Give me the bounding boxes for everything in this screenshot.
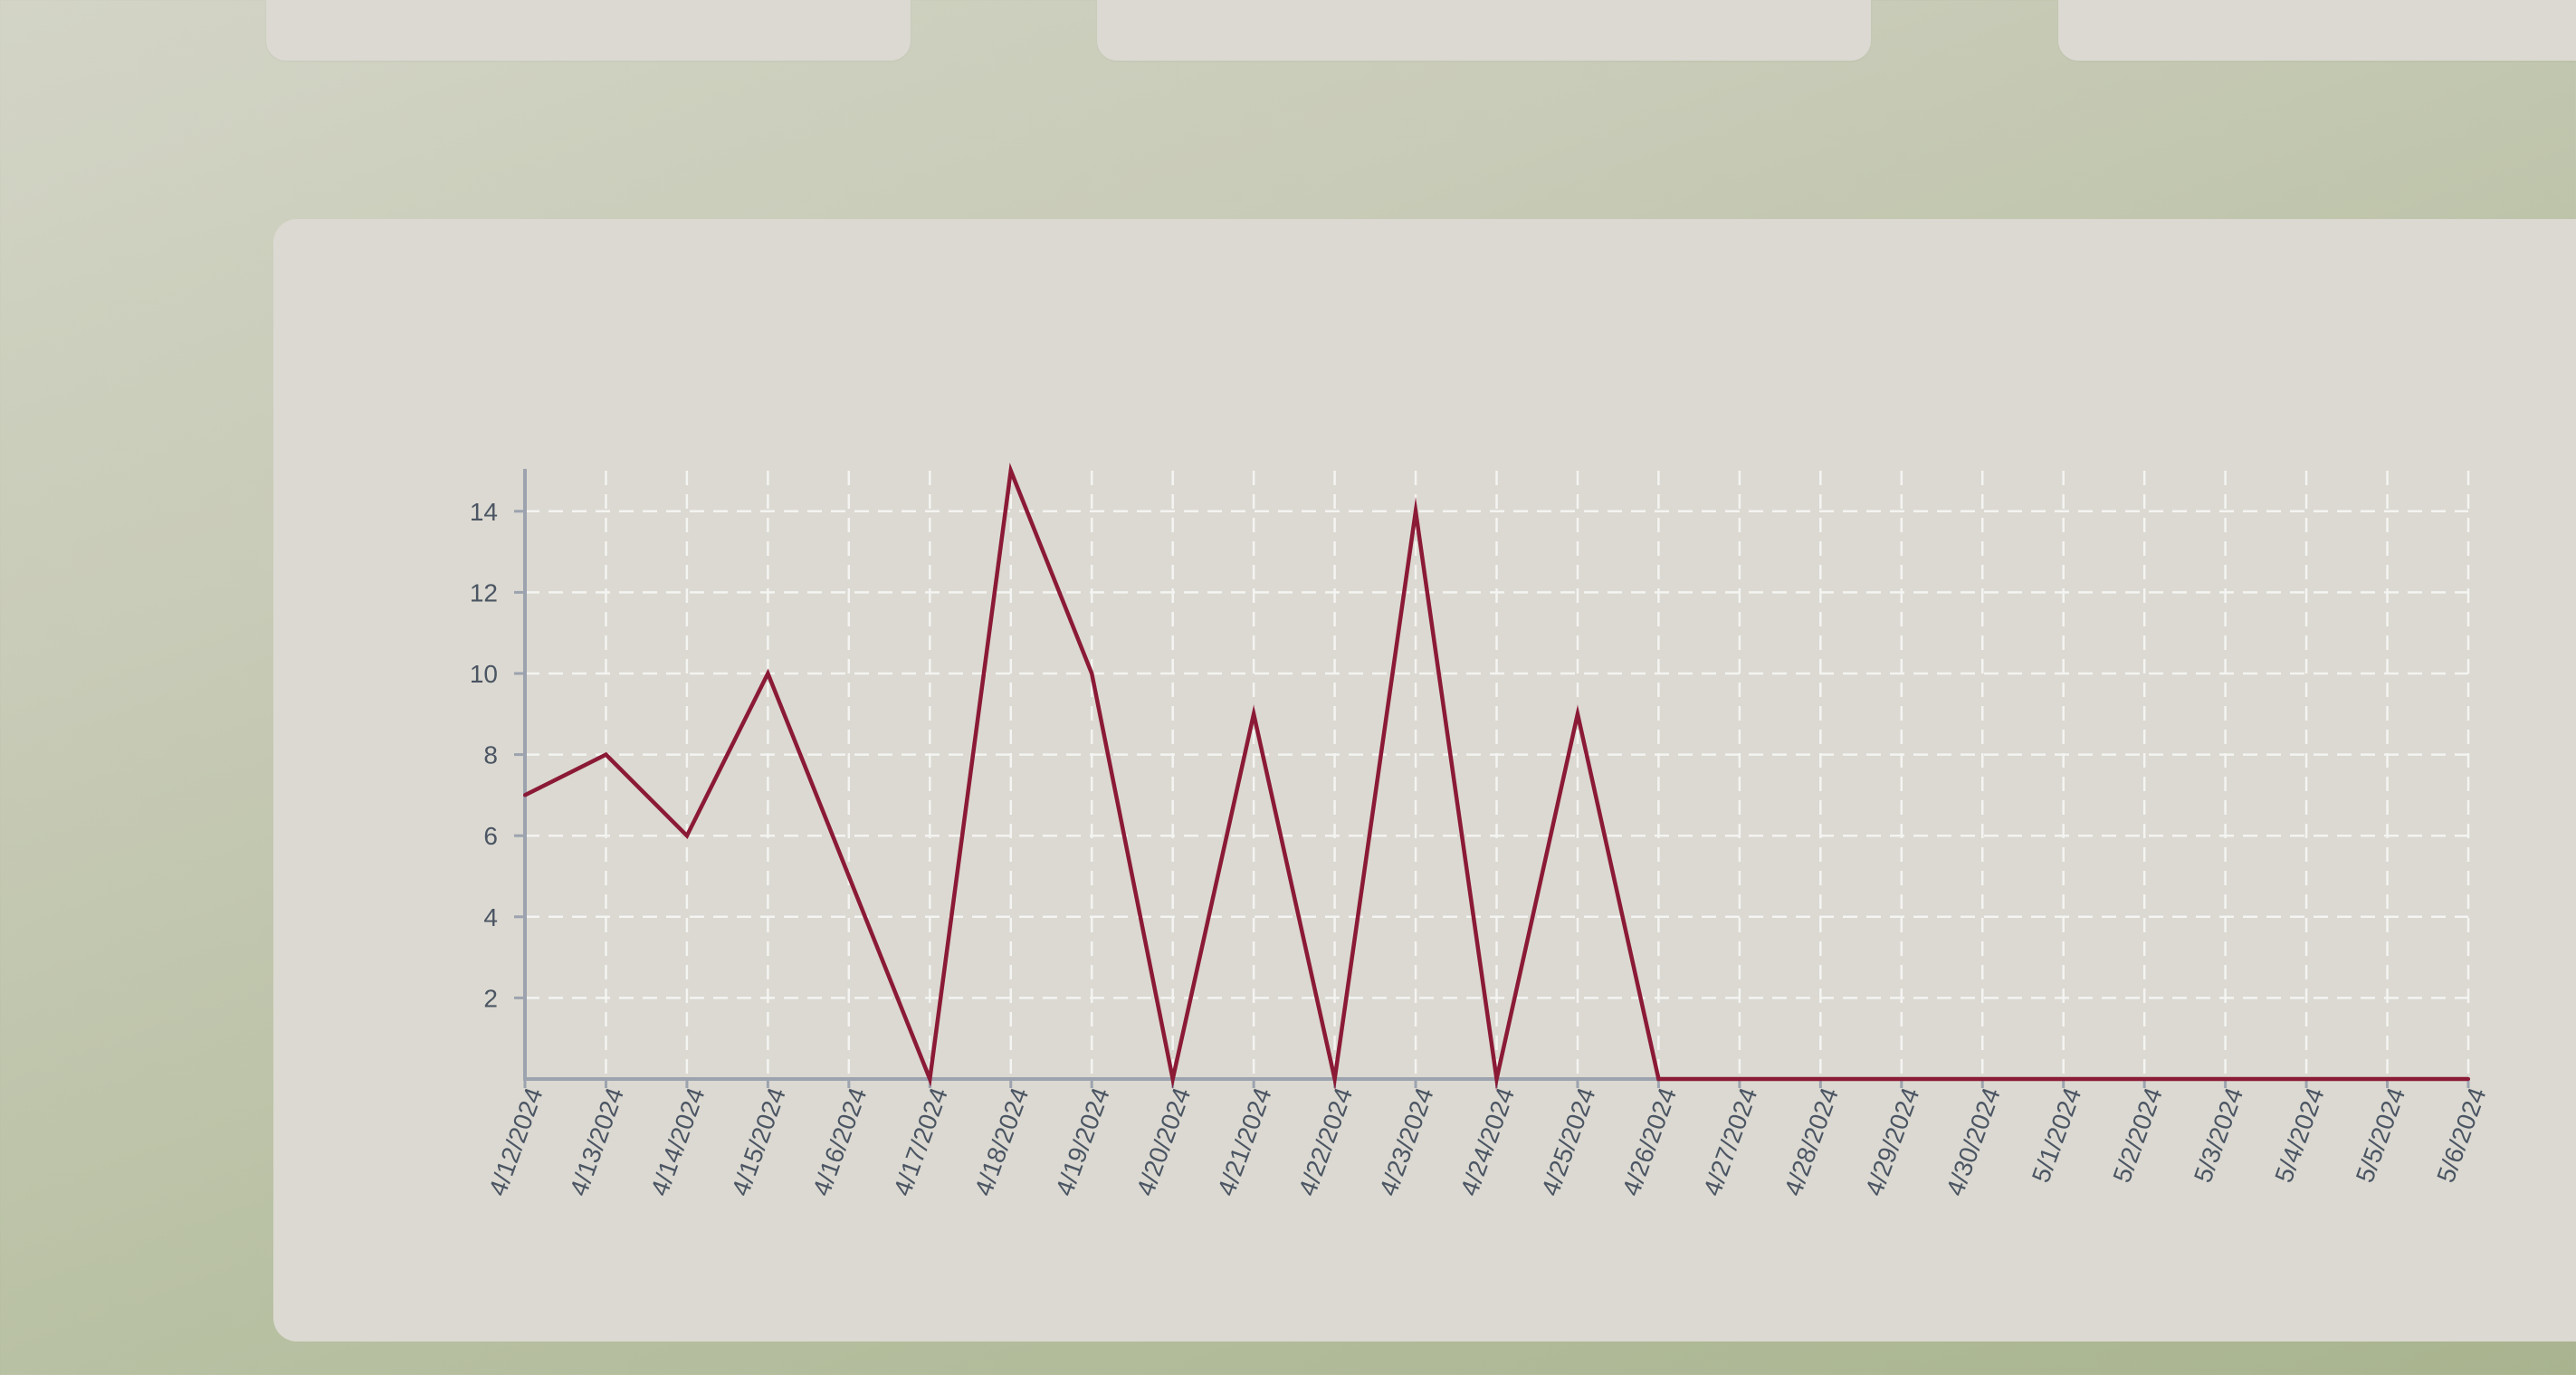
data-point	[2385, 1077, 2390, 1081]
series-layer	[523, 463, 2470, 1091]
x-tick-label: 4/27/2024	[1698, 1084, 1763, 1199]
x-tick-label: 4/12/2024	[483, 1084, 549, 1199]
x-tick-label: 4/17/2024	[888, 1084, 953, 1199]
x-tick-label: 4/19/2024	[1050, 1084, 1115, 1199]
x-tick-label: 4/30/2024	[1941, 1084, 2006, 1199]
x-tick-label: 4/20/2024	[1131, 1084, 1197, 1199]
x-tick-label: 4/26/2024	[1617, 1084, 1682, 1199]
data-point	[1414, 509, 1418, 513]
x-tick-label: 5/6/2024	[2431, 1084, 2491, 1186]
y-tick-label: 6	[483, 822, 498, 850]
data-point	[2304, 1077, 2309, 1081]
top-card-1	[266, 0, 911, 61]
data-point	[1656, 1077, 1661, 1081]
grid-layer	[525, 471, 2470, 1079]
y-tick-label: 8	[483, 741, 498, 769]
data-point	[1252, 711, 1256, 716]
data-point	[1494, 1077, 1499, 1081]
x-tick-label: 4/24/2024	[1455, 1084, 1520, 1199]
x-tick-label: 5/2/2024	[2107, 1084, 2167, 1186]
data-point	[928, 1077, 932, 1081]
x-tick-label: 5/4/2024	[2269, 1084, 2329, 1186]
x-tick-label: 4/13/2024	[564, 1084, 629, 1199]
x-tick-label: 4/22/2024	[1293, 1084, 1358, 1199]
axis-layer	[514, 469, 2470, 1088]
data-point	[846, 874, 851, 878]
y-tick-label: 4	[483, 903, 498, 931]
data-point	[1170, 1077, 1175, 1081]
y-tick-label: 2	[483, 984, 498, 1012]
top-card-2	[1097, 0, 1871, 61]
x-tick-label: 5/3/2024	[2189, 1084, 2248, 1186]
data-point	[1008, 469, 1013, 473]
data-point	[684, 834, 689, 838]
data-point	[1980, 1077, 1985, 1081]
data-point	[1332, 1077, 1337, 1081]
x-tick-label: 4/25/2024	[1536, 1084, 1601, 1199]
x-tick-label: 4/29/2024	[1860, 1084, 1925, 1199]
x-tick-label: 4/16/2024	[807, 1084, 873, 1199]
data-point	[1818, 1077, 1823, 1081]
x-tick-label: 4/28/2024	[1779, 1084, 1844, 1199]
data-point	[604, 752, 608, 757]
data-point	[2142, 1077, 2147, 1081]
x-tick-label: 5/5/2024	[2351, 1084, 2410, 1186]
data-point	[2223, 1077, 2228, 1081]
x-tick-label: 5/1/2024	[2027, 1084, 2086, 1186]
x-tick-label: 4/21/2024	[1212, 1084, 1277, 1199]
x-tick-label: 4/15/2024	[726, 1084, 791, 1199]
data-point	[766, 672, 770, 675]
chart-panel: 2 4 6 8 10 12 14 4/12/2024 4/13/2024 4/14/2024 4/1…	[273, 219, 2576, 1342]
data-point	[523, 793, 527, 797]
y-tick-label: 14	[470, 498, 498, 526]
series-line	[523, 463, 2468, 1091]
data-point	[2061, 1077, 2066, 1081]
top-card-3	[2058, 0, 2576, 61]
data-point	[1737, 1077, 1741, 1081]
y-tick-label: 12	[470, 578, 498, 606]
data-point	[1575, 711, 1579, 716]
data-point	[1899, 1077, 1903, 1081]
data-point	[1090, 672, 1094, 675]
x-tick-label: 4/14/2024	[645, 1084, 711, 1199]
data-point	[2466, 1077, 2470, 1081]
y-tick-label: 10	[470, 660, 498, 688]
x-tick-label: 4/18/2024	[969, 1084, 1035, 1199]
x-tick-label: 4/23/2024	[1374, 1084, 1439, 1199]
